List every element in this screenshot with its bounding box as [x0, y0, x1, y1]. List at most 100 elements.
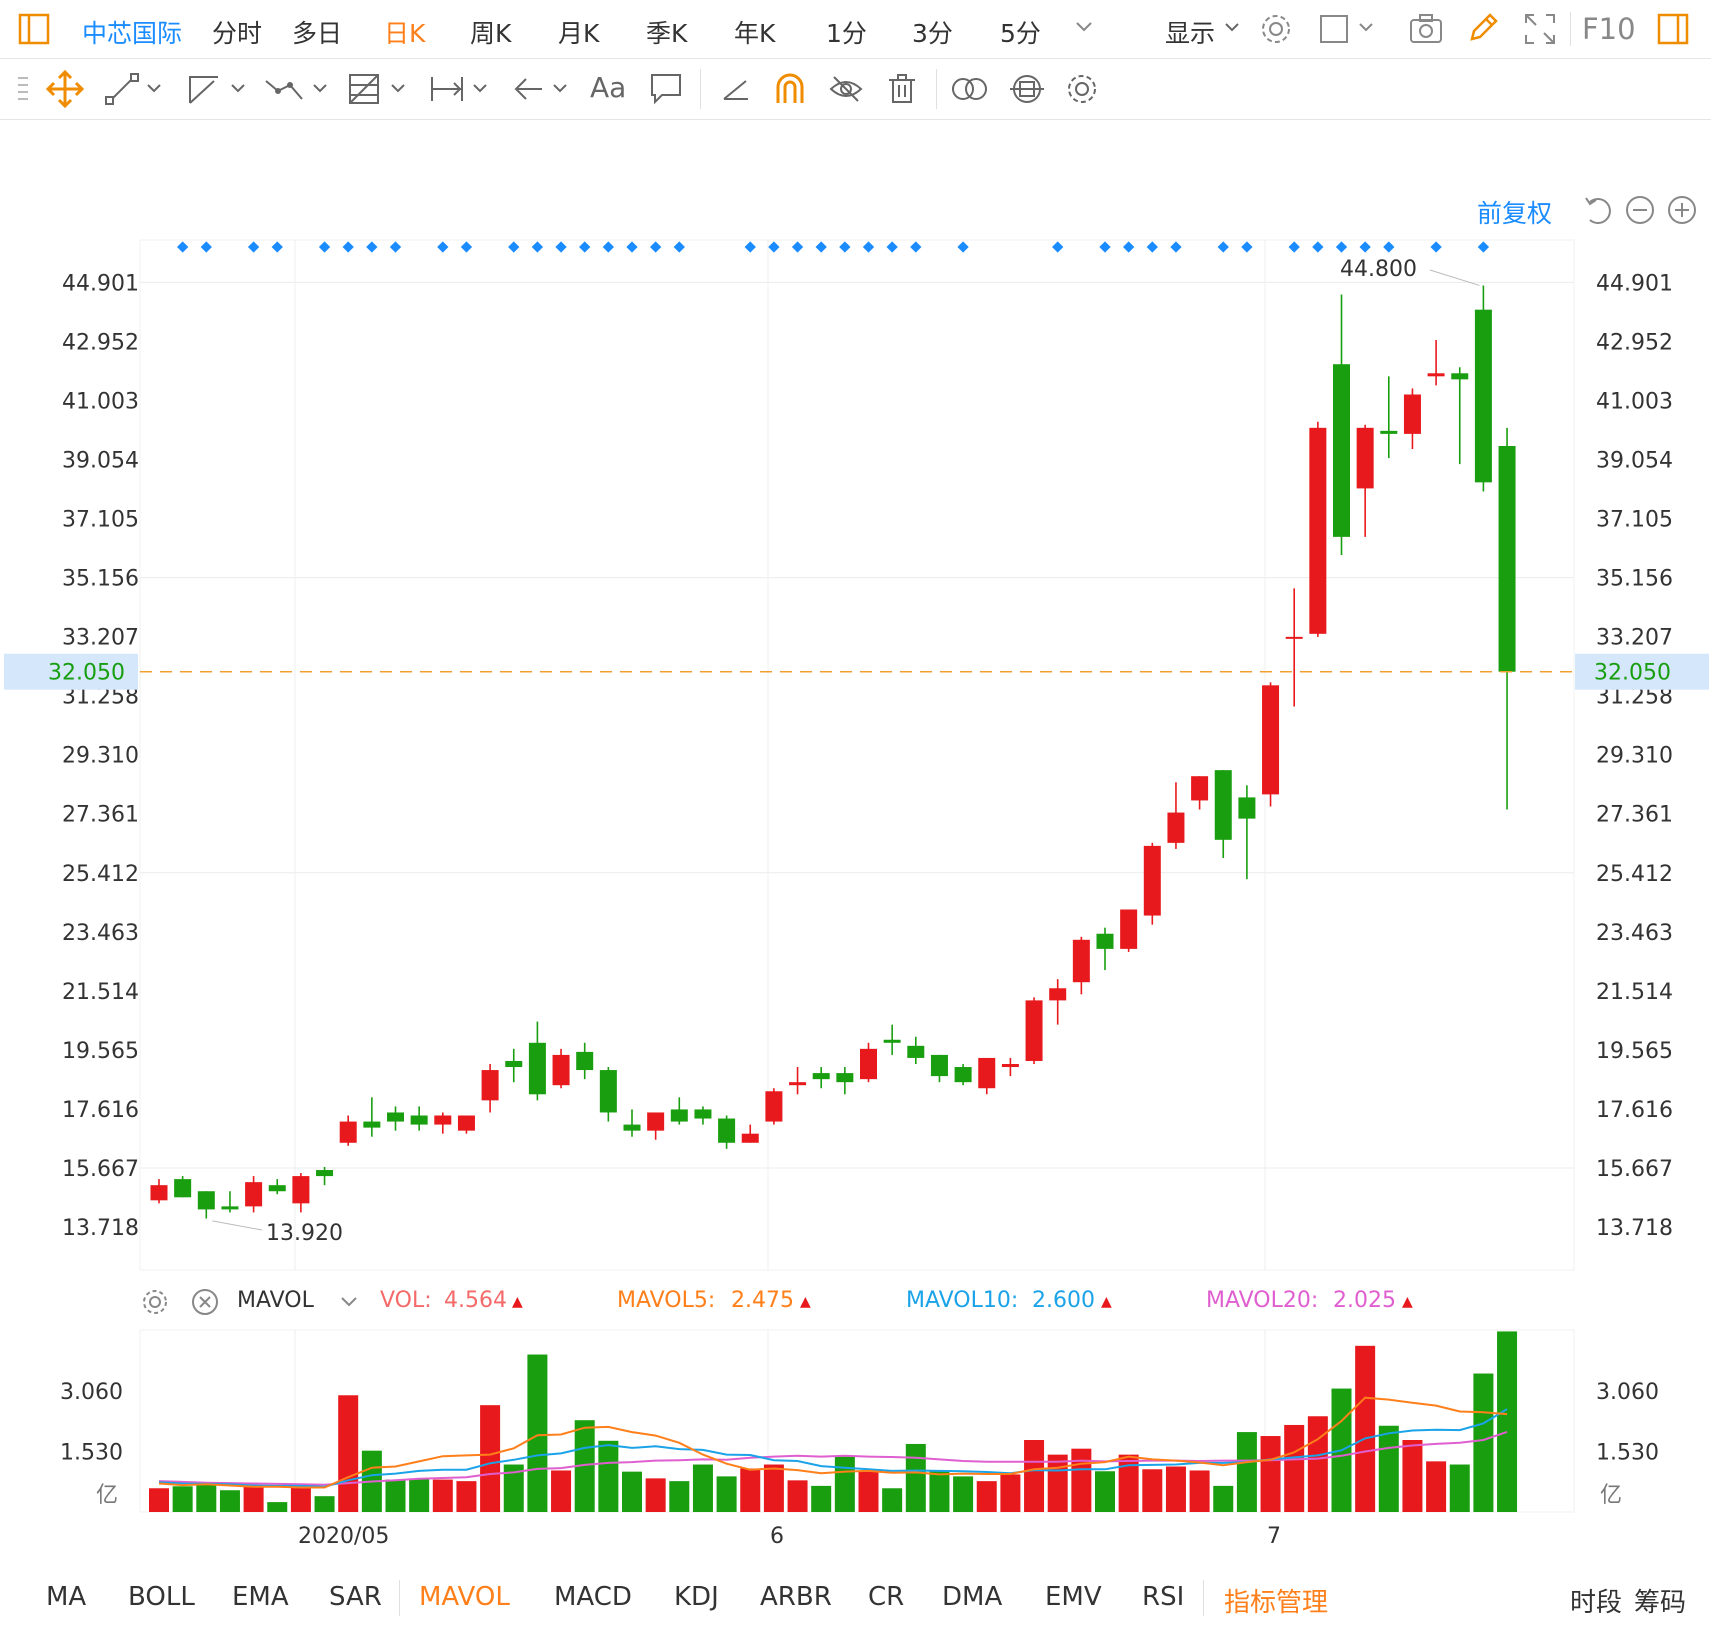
layout-box-icon[interactable] [1318, 13, 1350, 45]
signal-dot [579, 241, 591, 253]
volume-bar [1284, 1424, 1305, 1512]
signal-dot [460, 241, 473, 253]
pencil-draw-icon[interactable] [1466, 11, 1500, 45]
drag-handle-icon[interactable] [18, 73, 28, 103]
signal-dot [744, 241, 756, 253]
candle-body [363, 1121, 381, 1128]
period-tab-5min[interactable]: 5分 [1000, 19, 1041, 48]
angle-line-icon[interactable] [718, 71, 754, 107]
mavol5-line [158, 1396, 1508, 1489]
kline-chart-svg[interactable]: 44.901 44.901 42.952 42.952 41.003 41.003 39.0… [0, 120, 1711, 1560]
tab-ema[interactable]: EMA [232, 1582, 289, 1612]
zoom-out-icon[interactable] [1624, 194, 1656, 226]
range-measure-icon[interactable] [428, 71, 492, 107]
signal-dot [437, 241, 449, 253]
signal-dot [1099, 241, 1111, 253]
layout-chevron-icon[interactable] [1358, 22, 1374, 34]
period-tab-weekly-k[interactable]: 周K [470, 19, 512, 48]
more-periods-chevron-icon[interactable] [1074, 20, 1094, 34]
volume-bar [1236, 1432, 1257, 1512]
signal-dot [1122, 241, 1135, 253]
candle-body [528, 1042, 546, 1095]
volume-bar [692, 1464, 713, 1512]
period-tab-3min[interactable]: 3分 [912, 19, 953, 48]
fullscreen-icon[interactable] [1523, 12, 1557, 46]
signal-dot [649, 241, 662, 253]
candle-body [387, 1112, 404, 1122]
sync-cursor-icon[interactable] [1008, 71, 1046, 107]
channel-line-icon[interactable] [184, 71, 248, 107]
min-price-label: 13.920 [266, 1221, 343, 1246]
candle-body [339, 1121, 357, 1143]
chip-distribution-button[interactable]: 筹码 [1634, 1588, 1687, 1618]
period-tab-daily-k[interactable]: 日K [384, 19, 426, 48]
tab-boll[interactable]: BOLL [128, 1582, 195, 1612]
fibonacci-grid-icon[interactable] [346, 71, 412, 107]
tab-mavol[interactable]: MAVOL [419, 1582, 510, 1612]
time-period-button[interactable]: 时段 [1570, 1588, 1623, 1618]
tab-ma[interactable]: MA [46, 1582, 87, 1612]
price-axis-right-tick: 19.565 [1596, 1039, 1673, 1064]
period-tab-yearly-k[interactable]: 年K [734, 19, 776, 48]
indicator-manage-button[interactable]: 指标管理 [1224, 1588, 1329, 1618]
mavol20-value: 2.025 [1333, 1288, 1396, 1313]
stock-name[interactable]: 中芯国际 [82, 19, 183, 48]
comment-bubble-icon[interactable] [648, 71, 684, 107]
tab-sar[interactable]: SAR [329, 1582, 382, 1612]
candle-body [1380, 430, 1398, 434]
indicator-settings-gear-icon[interactable] [140, 1287, 170, 1317]
wave-line-icon[interactable] [262, 71, 332, 107]
period-tab-intraday[interactable]: 分时 [212, 19, 263, 48]
volume-bar [1260, 1436, 1281, 1512]
signal-dot [626, 241, 638, 253]
price-axis-right-tick: 13.718 [1596, 1216, 1673, 1241]
settings-gear-icon[interactable] [1259, 12, 1293, 46]
sidebar-toggle-icon[interactable] [18, 13, 50, 45]
tab-cr[interactable]: CR [868, 1582, 905, 1612]
line-segment-icon[interactable] [104, 71, 162, 107]
move-cross-icon[interactable] [46, 70, 84, 108]
display-menu[interactable]: 显示 [1165, 19, 1216, 48]
volume-axis-left-tick: 3.060 [60, 1380, 123, 1405]
tab-dma[interactable]: DMA [942, 1582, 1003, 1612]
tab-rsi[interactable]: RSI [1142, 1582, 1185, 1612]
tab-macd[interactable]: MACD [554, 1582, 632, 1612]
candle-body [1474, 309, 1492, 483]
signal-dot [1359, 241, 1371, 253]
f10-button[interactable]: F10 [1582, 12, 1636, 46]
zoom-in-icon[interactable] [1666, 194, 1698, 226]
tab-arbr[interactable]: ARBR [760, 1582, 832, 1612]
signal-dot [200, 241, 212, 253]
tab-emv[interactable]: EMV [1045, 1582, 1102, 1612]
tab-kdj[interactable]: KDJ [674, 1582, 719, 1612]
price-adjust-toggle[interactable]: 前复权 [1477, 199, 1553, 228]
display-chevron-icon[interactable] [1224, 22, 1240, 34]
reset-undo-icon[interactable] [1582, 194, 1614, 226]
period-tab-quarterly-k[interactable]: 季K [646, 19, 688, 48]
hide-drawings-eye-icon[interactable] [828, 71, 864, 107]
draw-settings-gear-icon[interactable] [1064, 71, 1100, 107]
trash-icon[interactable] [884, 71, 920, 107]
period-tab-1min[interactable]: 1分 [826, 19, 867, 48]
right-panel-toggle-icon[interactable] [1657, 13, 1689, 45]
price-axis-right-tick: 44.901 [1596, 271, 1673, 296]
period-tab-monthly-k[interactable]: 月K [558, 19, 600, 48]
camera-icon[interactable] [1408, 12, 1444, 46]
candle-body [1333, 364, 1350, 537]
indicator-close-icon[interactable] [190, 1287, 220, 1317]
overlay-compare-icon[interactable] [950, 71, 990, 107]
price-axis-left-tick: 35.156 [62, 567, 139, 592]
mavol5-label: MAVOL5: [617, 1288, 716, 1313]
volume-panel-frame [139, 1329, 1575, 1513]
kline-chart[interactable]: 44.901 44.901 42.952 42.952 41.003 41.003 39.0… [0, 120, 1711, 1560]
magnet-icon[interactable] [772, 71, 808, 107]
price-axis-right-tick: 41.003 [1596, 389, 1673, 414]
period-tab-multiday[interactable]: 多日 [292, 19, 343, 48]
arrow-left-icon[interactable] [510, 71, 574, 107]
text-tool-button[interactable]: Aa [590, 71, 627, 104]
candle-body [930, 1054, 948, 1077]
indicator-chevron-icon[interactable] [340, 1296, 358, 1308]
price-axis-right-tick: 27.361 [1596, 803, 1673, 828]
price-axis-right-tick: 17.616 [1596, 1098, 1673, 1123]
volume-bar [480, 1405, 501, 1512]
